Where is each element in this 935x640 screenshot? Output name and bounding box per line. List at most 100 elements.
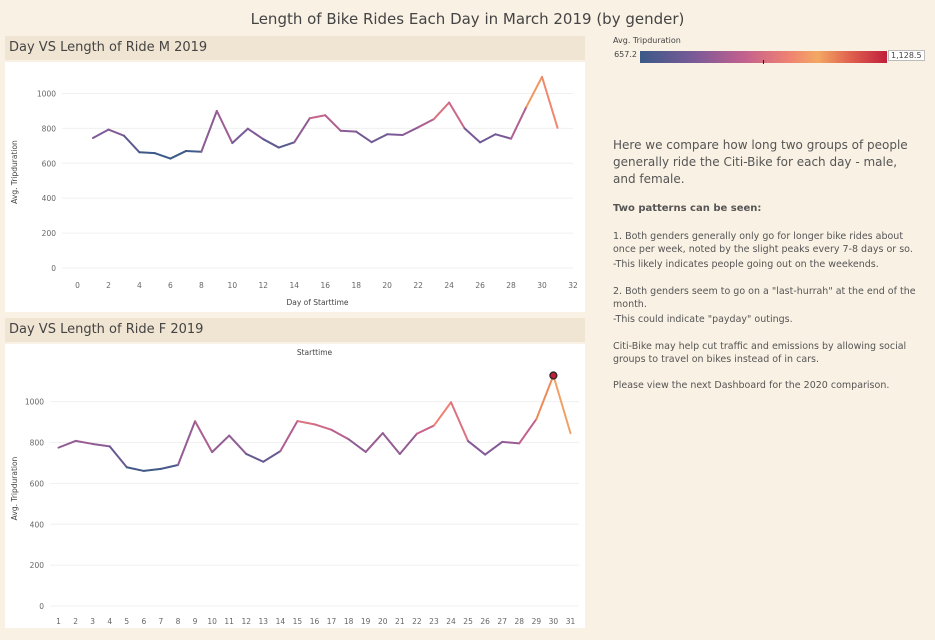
line-segment[interactable]: [324, 114, 342, 132]
x-tick-label: 1: [56, 617, 61, 626]
line-segment[interactable]: [57, 439, 77, 449]
y-tick-label: 800: [30, 439, 45, 448]
x-tick-label: 2: [73, 617, 78, 626]
next-dashboard-text: Please view the next Dashboard for the 2…: [613, 380, 890, 391]
x-tick-label: 18: [344, 617, 354, 626]
x-tick-label: 19: [361, 617, 371, 626]
line-segment[interactable]: [262, 450, 282, 463]
x-tick-label: 11: [224, 617, 234, 626]
x-tick-label: 4: [137, 281, 142, 290]
x-tick-label: 6: [168, 281, 173, 290]
x-tick-label: 16: [310, 617, 320, 626]
line-segment[interactable]: [501, 440, 521, 445]
line-segment[interactable]: [541, 75, 559, 129]
x-tick-label: 20: [382, 281, 392, 290]
x-tick-label: 23: [429, 617, 439, 626]
x-tick-label: 14: [276, 617, 286, 626]
line-segment[interactable]: [228, 434, 248, 455]
line-segment[interactable]: [494, 133, 513, 140]
x-tick-label: 4: [107, 617, 112, 626]
description-intro: Here we compare how long two groups of p…: [613, 138, 908, 186]
line-segment[interactable]: [401, 126, 420, 136]
line-segment[interactable]: [142, 467, 162, 472]
x-tick-label: 10: [228, 281, 238, 290]
line-segment[interactable]: [159, 464, 179, 470]
line-segment[interactable]: [347, 438, 367, 453]
x-tick-label: 24: [446, 617, 456, 626]
highlighted-point[interactable]: [549, 371, 558, 380]
line-segment[interactable]: [518, 418, 538, 445]
line-segment[interactable]: [279, 420, 299, 453]
line-segment[interactable]: [91, 128, 110, 139]
legend-max-label: 1,128.5: [888, 50, 925, 61]
line-segment[interactable]: [398, 432, 418, 455]
x-tick-label: 8: [199, 281, 204, 290]
line-segment[interactable]: [467, 440, 487, 456]
x-tick-label: 25: [463, 617, 473, 626]
line-segment[interactable]: [535, 374, 555, 421]
y-tick-label: 800: [42, 124, 57, 133]
line-segment[interactable]: [417, 118, 435, 129]
line-segment[interactable]: [211, 434, 231, 454]
y-tick-label: 400: [30, 520, 45, 529]
line-segment[interactable]: [448, 101, 466, 130]
line-segment[interactable]: [386, 133, 404, 136]
line-segment[interactable]: [432, 401, 453, 427]
line-segment[interactable]: [122, 134, 141, 154]
x-tick-label: 32: [568, 281, 578, 290]
line-segment[interactable]: [231, 127, 249, 145]
line-segment[interactable]: [200, 109, 218, 153]
line-segment[interactable]: [525, 75, 544, 108]
y-tick-label: 0: [39, 602, 44, 611]
line-segment[interactable]: [313, 423, 333, 431]
line-segment[interactable]: [107, 128, 125, 137]
x-tick-label: 30: [537, 281, 547, 290]
line-segment[interactable]: [552, 374, 572, 435]
line-segment[interactable]: [484, 440, 504, 456]
line-segment[interactable]: [296, 420, 316, 426]
line-segment[interactable]: [138, 151, 156, 155]
x-tick-label: 18: [351, 281, 361, 290]
line-segment[interactable]: [479, 133, 497, 144]
line-segment[interactable]: [364, 432, 384, 453]
line-segment[interactable]: [308, 114, 327, 120]
x-tick-label: 26: [480, 617, 490, 626]
x-tick-label: 13: [259, 617, 269, 626]
y-tick-label: 400: [42, 194, 57, 203]
line-segment[interactable]: [125, 466, 145, 472]
x-axis-top-label: Starttime: [297, 348, 333, 357]
line-segment[interactable]: [339, 129, 358, 133]
line-segment[interactable]: [91, 442, 111, 448]
line-segment[interactable]: [355, 130, 373, 144]
x-axis-label: Day of Starttime: [286, 298, 348, 307]
line-segment[interactable]: [176, 420, 197, 466]
line-segment[interactable]: [246, 127, 265, 141]
line-segment[interactable]: [415, 424, 435, 435]
pattern-1-text: 1. Both genders generally only go for lo…: [613, 231, 913, 255]
line-segment[interactable]: [169, 150, 187, 160]
line-segment[interactable]: [510, 105, 528, 140]
female-chart-area[interactable]: 0 200 400 600 800 1000 1 2 3 4 5 6 7 8 9 10 11 12 13 14 15 16…: [5, 344, 585, 628]
x-tick-label: 14: [289, 281, 299, 290]
line-segment[interactable]: [450, 401, 470, 443]
line-segment[interactable]: [153, 152, 172, 160]
line-segment[interactable]: [108, 445, 128, 469]
line-segment[interactable]: [277, 141, 296, 149]
line-segment[interactable]: [215, 109, 234, 145]
line-segment[interactable]: [370, 133, 389, 144]
legend-color-ramp[interactable]: [640, 51, 887, 63]
line-segment[interactable]: [262, 138, 280, 149]
x-tick-label: 9: [193, 617, 198, 626]
line-segment[interactable]: [381, 432, 401, 455]
line-segment[interactable]: [245, 452, 265, 463]
line-segment[interactable]: [293, 117, 311, 144]
line-segment[interactable]: [184, 150, 203, 153]
line-segment[interactable]: [74, 439, 94, 445]
line-segment[interactable]: [432, 101, 451, 121]
male-chart-area[interactable]: 0 200 400 600 800 1000 0 2 4 6 8 10 12 14 16 18 20 22 24 26…: [5, 62, 585, 312]
line-segment[interactable]: [194, 420, 214, 454]
line-segment[interactable]: [463, 127, 482, 144]
line-segment[interactable]: [330, 428, 350, 441]
